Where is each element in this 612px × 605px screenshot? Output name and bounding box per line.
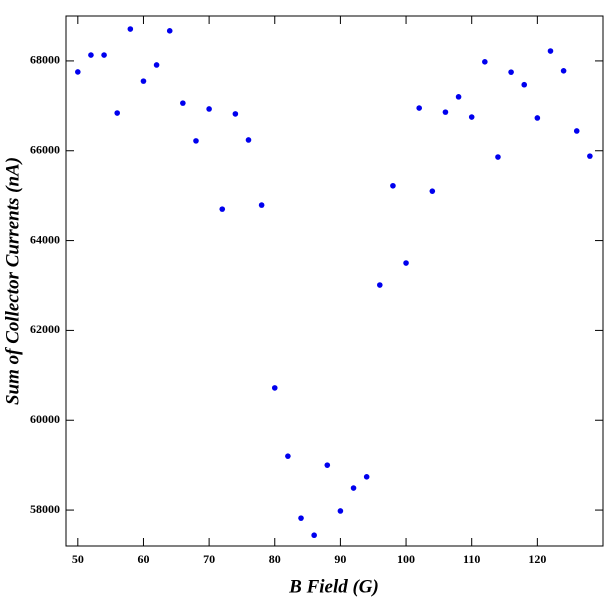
point [468,114,475,120]
point [587,153,593,159]
point [206,106,212,112]
y-tick-label: 68000 [30,53,60,67]
x-tick-label: 80 [269,552,281,566]
point [350,485,357,491]
x-tick-label: 60 [137,552,149,566]
point [271,385,278,391]
point [153,62,160,68]
point [573,128,580,134]
x-tick-label: 110 [463,552,480,566]
point [495,154,501,160]
y-tick-label: 60000 [30,412,60,426]
point [521,81,528,88]
x-tick-label: 50 [72,552,84,566]
point [429,188,436,194]
point [390,182,396,189]
point [180,100,186,106]
point [285,453,291,459]
point [534,115,541,121]
point [88,52,94,58]
x-tick-label: 70 [203,552,215,566]
x-tick-label: 90 [334,552,346,566]
point [232,111,239,117]
point [324,462,331,468]
y-tick-label: 66000 [30,142,60,156]
y-tick-label: 64000 [30,232,60,246]
point [403,260,409,266]
point [376,282,383,288]
point [140,78,147,84]
y-tick-label: 58000 [30,502,60,516]
point [560,67,567,74]
point [416,105,422,111]
point [258,202,265,208]
point [193,138,199,144]
point [101,52,107,58]
point [127,26,134,32]
x-axis-title: B Field (G) [288,576,379,597]
point [455,94,462,100]
point [114,110,121,116]
point [311,532,317,539]
point [482,59,488,65]
point [547,48,554,54]
point [166,28,173,34]
y-tick-label: 62000 [30,322,60,336]
y-axis-title: Sum of Collector Currents (nA) [2,157,23,405]
point [508,69,514,75]
point [75,69,81,75]
plot-frame [65,15,604,547]
x-tick-label: 100 [397,552,415,566]
point [442,109,449,115]
point [298,515,304,521]
x-tick-label: 120 [528,552,546,566]
point [363,474,370,480]
point [337,508,344,514]
point [219,206,226,212]
point [245,137,252,143]
